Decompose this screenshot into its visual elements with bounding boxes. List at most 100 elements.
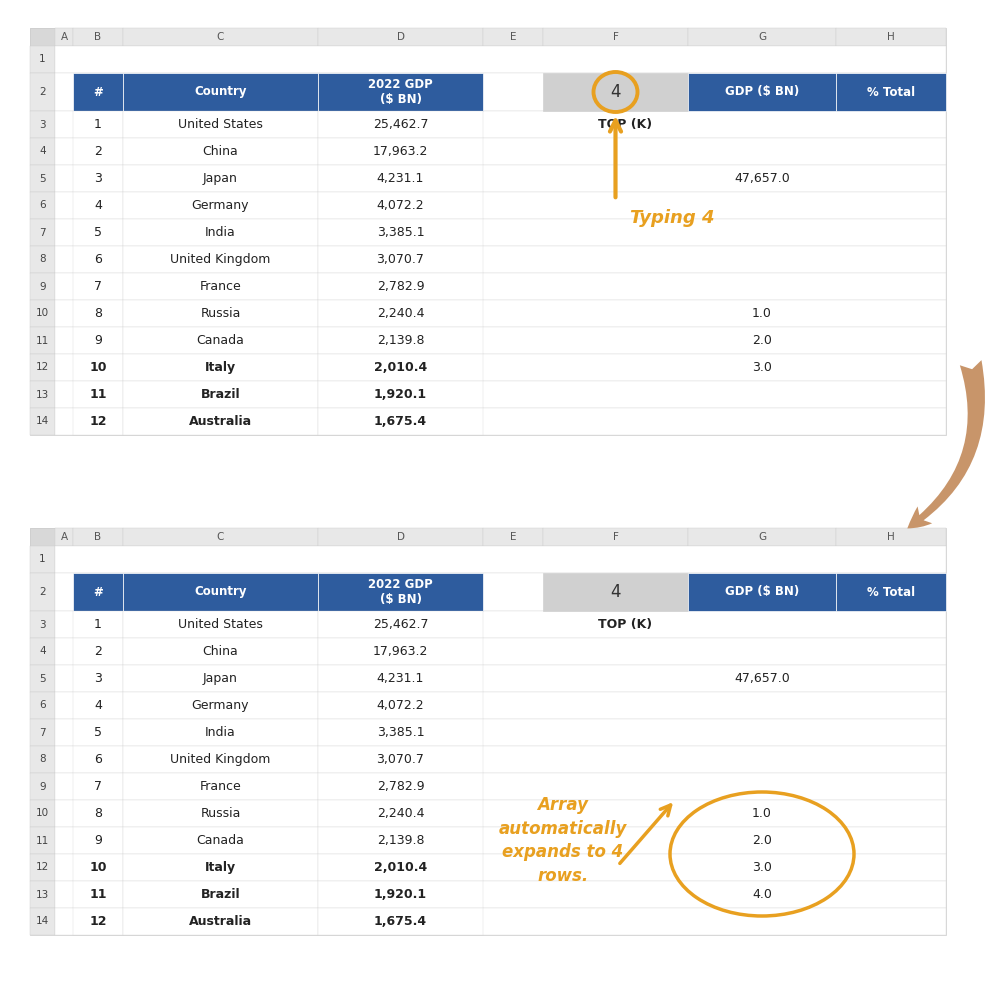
Bar [123,246,318,273]
Bar [318,273,483,300]
Text: 6: 6 [94,753,102,766]
Bar [318,408,483,435]
Text: 4.0: 4.0 [752,888,772,901]
Text: 10: 10 [36,808,49,818]
Bar [123,719,318,746]
Text: 7: 7 [39,728,46,738]
Text: 5: 5 [39,174,46,184]
Bar [55,138,946,165]
Bar [688,73,836,111]
Text: % Total: % Total [867,585,915,598]
Bar [318,611,483,638]
Text: 47,657.0: 47,657.0 [734,172,790,185]
Text: 4: 4 [94,699,102,712]
Bar [123,300,318,327]
Bar [123,381,318,408]
Text: 2,240.4: 2,240.4 [377,807,424,820]
Bar [55,111,946,138]
Text: Typing 4: Typing 4 [631,209,715,227]
Text: 1: 1 [94,118,102,131]
Text: D: D [396,32,404,42]
Bar [55,246,946,273]
Bar [30,165,55,192]
Text: 2022 GDP
($ BN): 2022 GDP ($ BN) [368,78,433,106]
Bar [30,773,55,800]
Bar [318,638,483,665]
Bar [73,746,123,773]
Text: B: B [94,532,102,542]
Bar [73,273,123,300]
Text: Brazil: Brazil [201,888,240,901]
Text: 2.0: 2.0 [752,334,772,347]
Bar [688,28,836,46]
Text: 2,139.8: 2,139.8 [377,334,424,347]
Text: Brazil: Brazil [201,388,240,401]
Bar [123,800,318,827]
Bar [55,219,946,246]
Bar [73,665,123,692]
Bar [123,528,318,546]
Text: 1: 1 [39,554,46,564]
Text: 47,657.0: 47,657.0 [734,672,790,685]
Bar [55,665,946,692]
Text: H: H [887,32,895,42]
Text: 4,231.1: 4,231.1 [377,672,424,685]
Text: 11: 11 [36,836,49,846]
Text: 2: 2 [94,645,102,658]
Text: Australia: Australia [189,915,252,928]
Text: 5: 5 [94,726,102,739]
Bar [123,827,318,854]
Text: GDP ($ BN): GDP ($ BN) [725,585,799,598]
Text: Canada: Canada [197,834,244,847]
Bar [836,28,946,46]
Text: C: C [217,32,224,42]
Bar [55,719,946,746]
Bar [55,854,946,881]
Bar [318,692,483,719]
Text: Country: Country [194,86,247,99]
Text: G: G [758,32,766,42]
Text: E: E [510,32,516,42]
Text: F: F [613,32,618,42]
Bar [318,111,483,138]
Bar [30,800,55,827]
Text: 5: 5 [39,674,46,684]
Text: 7: 7 [94,780,102,793]
Bar [73,827,123,854]
Bar [55,800,946,827]
Text: 1: 1 [39,54,46,64]
Bar [688,528,836,546]
Bar [73,408,123,435]
Bar [123,111,318,138]
Bar [123,138,318,165]
Bar [73,327,123,354]
Text: 8: 8 [39,254,46,264]
Text: G: G [758,532,766,542]
Text: 9: 9 [39,782,46,792]
Text: United States: United States [178,118,263,131]
Bar [543,73,688,111]
Text: 5: 5 [94,226,102,239]
Bar [73,881,123,908]
Bar [55,881,946,908]
Text: A: A [60,532,68,542]
Text: 1,920.1: 1,920.1 [374,888,427,901]
Text: #: # [93,86,103,99]
Text: 2: 2 [39,87,46,97]
Text: 8: 8 [94,307,102,320]
Bar [123,746,318,773]
Text: 6: 6 [39,700,46,710]
Text: China: China [203,145,238,158]
Text: 9: 9 [39,282,46,292]
Text: 9: 9 [94,834,102,847]
Text: 6: 6 [94,253,102,266]
Bar [55,908,946,935]
Bar [318,528,483,546]
Text: 7: 7 [94,280,102,293]
Bar [73,300,123,327]
Bar [318,381,483,408]
Bar [123,908,318,935]
Bar [30,408,55,435]
Bar [73,354,123,381]
Text: Array
automatically
expands to 4
rows.: Array automatically expands to 4 rows. [499,796,627,885]
